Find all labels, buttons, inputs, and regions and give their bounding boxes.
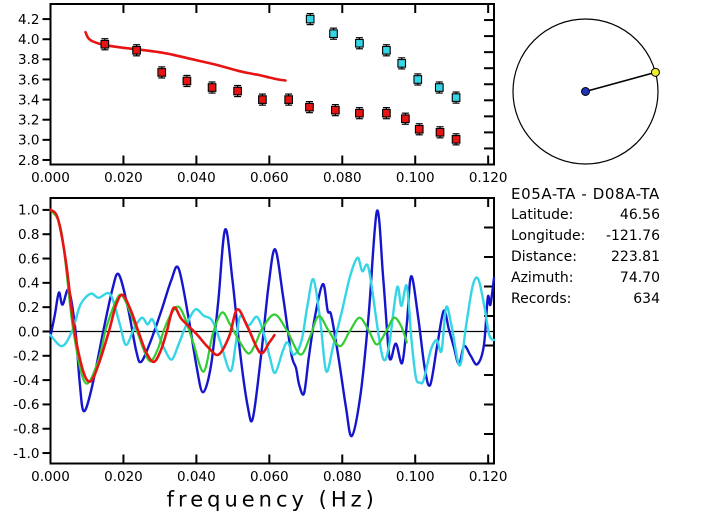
- measurements-group1: [100, 38, 461, 146]
- x-tick-label: 0.020: [104, 170, 143, 186]
- remote-station-dot: [650, 67, 660, 77]
- azimuth-diagram: [512, 18, 660, 165]
- info-row-latitude: Latitude: 46.56: [511, 205, 666, 226]
- y-tick-label: 3.4: [18, 92, 39, 108]
- y-tick-label: -0.2: [13, 349, 39, 365]
- plot-frame: [49, 197, 495, 465]
- station-pair-title: E05A-TA - D08A-TA: [511, 185, 660, 203]
- data-point-marker: [329, 29, 338, 39]
- data-point-marker: [182, 76, 192, 86]
- longitude-label: Longitude:: [511, 228, 586, 244]
- data-point-marker: [414, 124, 424, 134]
- dispersion-plot: 0.000 0.020 0.040 0.060 0.080 0.100 0.120 2.8 3.…: [18, 3, 508, 186]
- y-tick-label: 3.2: [18, 113, 39, 129]
- x-tick-label: 0.040: [177, 170, 216, 186]
- records-label: Records:: [511, 291, 572, 307]
- y-tick-label: 0.2: [18, 300, 39, 316]
- data-point-marker: [100, 39, 110, 49]
- x-tick-label: 0.060: [250, 170, 289, 186]
- correlation-blue: [49, 209, 496, 438]
- y-tick-label: 2.8: [18, 153, 39, 169]
- data-point-marker: [355, 108, 364, 118]
- y-tick-label: -1.0: [13, 446, 39, 462]
- data-point-marker: [233, 86, 242, 96]
- y-tick-label: 4.2: [18, 12, 39, 28]
- x-tick-label: 0.080: [323, 469, 362, 485]
- y-tick-label: 0.8: [18, 227, 39, 243]
- data-point-marker: [434, 83, 444, 92]
- x-tick-label: 0.120: [469, 469, 508, 485]
- data-point-marker: [451, 134, 461, 144]
- latitude-label: Latitude:: [511, 207, 574, 223]
- data-point-marker: [435, 127, 445, 137]
- data-point-marker: [382, 108, 391, 118]
- data-point-marker: [305, 14, 315, 24]
- azimuth-circle: [512, 18, 659, 165]
- correlation-plot: 0.000 0.020 0.040 0.060 0.080 0.100 0.120 -1.0 -…: [13, 197, 508, 512]
- correlation-cyan: [49, 256, 496, 385]
- y-tick-label: 0.6: [18, 251, 39, 267]
- data-point-marker: [207, 83, 217, 92]
- azimuth-value: 74.70: [619, 270, 660, 286]
- x-tick-label: 0.060: [250, 469, 289, 485]
- azimuth-line: [585, 71, 656, 93]
- records-value: 634: [633, 291, 660, 307]
- station-pair-info: E05A-TA - D08A-TA Latitude: 46.56 Longit…: [511, 184, 666, 310]
- correlation-green: [49, 208, 408, 385]
- data-point-marker: [451, 93, 461, 102]
- data-point-marker: [284, 95, 294, 104]
- data-point-marker: [355, 38, 364, 48]
- y-tick-label: -0.4: [13, 373, 39, 389]
- x-tick-label: 0.120: [469, 170, 508, 186]
- distance-label: Distance:: [511, 249, 577, 265]
- y-tick-label: 4.0: [18, 32, 39, 48]
- x-tick-label: 0.080: [323, 170, 362, 186]
- model-dispersion-curve: [84, 30, 287, 82]
- measurements-group2: [305, 12, 461, 104]
- azimuth-label: Azimuth:: [511, 270, 574, 286]
- info-row-distance: Distance: 223.81: [511, 247, 666, 268]
- info-row-records: Records: 634: [511, 289, 666, 310]
- x-tick-label: 0.000: [31, 170, 70, 186]
- x-axis-label: frequency (Hz): [167, 488, 378, 512]
- x-tick-label: 0.100: [396, 170, 435, 186]
- distance-value: 223.81: [611, 249, 660, 265]
- data-point-marker: [413, 75, 423, 84]
- info-row-azimuth: Azimuth: 74.70: [511, 268, 666, 289]
- y-tick-label: 0.4: [18, 276, 39, 292]
- info-row-longitude: Longitude: -121.76: [511, 226, 666, 247]
- y-tick-label: -0.8: [13, 422, 39, 438]
- data-point-marker: [258, 95, 267, 104]
- plot-frame: [49, 3, 495, 166]
- x-tick-label: 0.000: [31, 469, 70, 485]
- x-tick-label: 0.040: [177, 469, 216, 485]
- y-tick-label: -0.6: [13, 397, 39, 413]
- latitude-value: 46.56: [619, 207, 660, 223]
- data-point-marker: [157, 68, 167, 77]
- y-tick-label: 3.0: [18, 133, 39, 149]
- data-point-marker: [401, 114, 410, 124]
- data-point-marker: [330, 105, 340, 115]
- y-tick-label: 3.6: [18, 72, 39, 88]
- x-tick-label: 0.020: [104, 469, 143, 485]
- y-tick-label: 1.0: [18, 203, 39, 219]
- center-station-dot: [581, 87, 590, 96]
- correlation-red: [49, 208, 276, 383]
- data-point-marker: [132, 45, 141, 55]
- data-point-marker: [382, 45, 391, 55]
- longitude-value: -121.76: [605, 228, 660, 244]
- y-tick-label: 3.8: [18, 52, 39, 68]
- x-tick-label: 0.100: [396, 469, 435, 485]
- data-point-marker: [397, 59, 407, 68]
- data-point-marker: [305, 102, 314, 112]
- y-tick-label: 0.0: [18, 324, 39, 340]
